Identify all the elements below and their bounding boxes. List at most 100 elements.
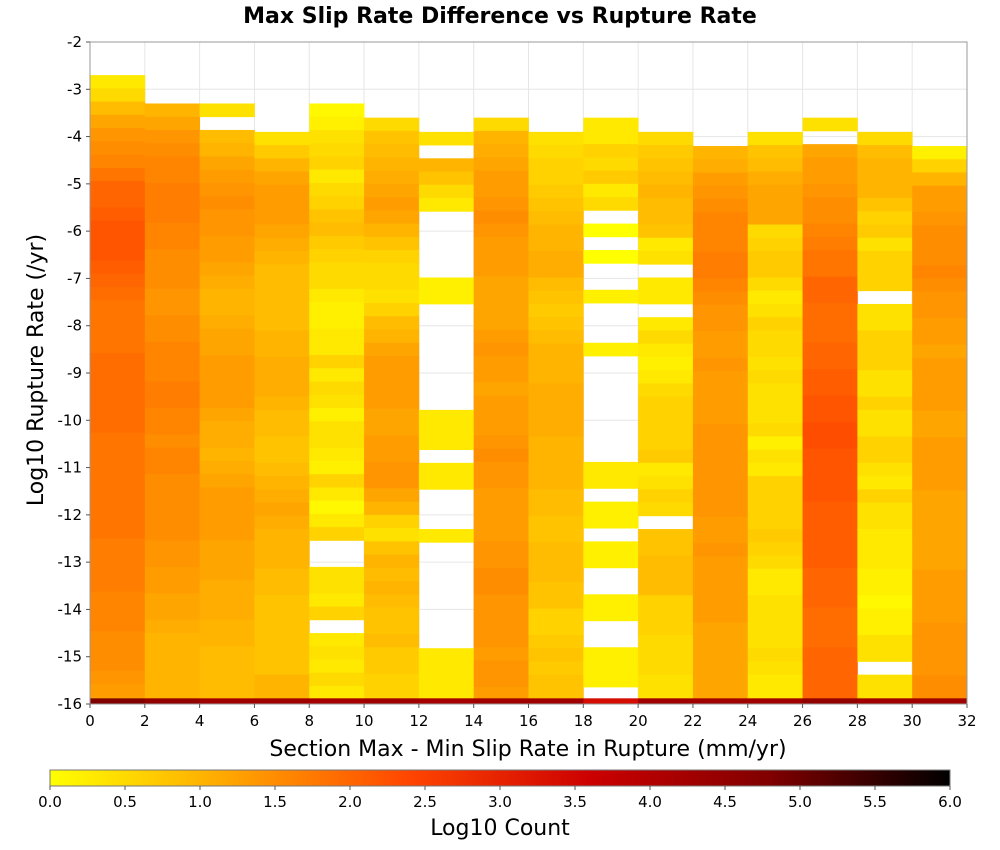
heatmap-cell [528, 145, 584, 159]
heatmap-cell [747, 476, 803, 490]
heatmap-cell [638, 687, 694, 699]
heatmap-cell [583, 170, 639, 185]
heatmap-cell [473, 250, 529, 264]
heatmap-cell [583, 501, 639, 516]
heatmap-cell [528, 158, 584, 172]
heatmap-cell [638, 356, 694, 371]
heatmap-cell [692, 212, 749, 226]
heatmap-cell [692, 635, 749, 650]
heatmap-cell [638, 582, 694, 596]
heatmap-cell [199, 606, 255, 621]
heatmap-cell [857, 634, 913, 649]
heatmap-cell [473, 686, 529, 699]
heatmap-cell [638, 330, 694, 345]
x-tick-label: 26 [793, 712, 812, 730]
heatmap-cell [90, 459, 146, 473]
heatmap-cell [199, 103, 255, 118]
heatmap-cell [309, 288, 365, 303]
x-tick-label: 4 [195, 712, 205, 730]
heatmap-cell [309, 328, 365, 343]
heatmap-cell [254, 145, 310, 159]
heatmap-cell [364, 157, 420, 172]
heatmap-cell [857, 529, 913, 543]
heatmap-cell [309, 381, 365, 396]
colorbar-tick-label: 4.5 [713, 793, 737, 811]
heatmap-cell [912, 397, 968, 412]
heatmap-cell [418, 198, 475, 212]
heatmap-cell [583, 461, 639, 476]
heatmap-cell [309, 606, 365, 621]
heatmap-cell [912, 304, 968, 319]
heatmap-cell [364, 488, 420, 503]
heatmap-cell [528, 674, 584, 689]
heatmap-cell [90, 445, 146, 460]
heatmap-cell [473, 567, 529, 582]
heatmap-cell [638, 317, 694, 331]
y-tick-label: -14 [58, 600, 83, 618]
heatmap-cell [583, 144, 639, 158]
heatmap-cell [309, 447, 365, 462]
heatmap-cell [364, 276, 420, 291]
heatmap-cell [364, 130, 420, 145]
heatmap-cell [583, 647, 639, 661]
heatmap-cell [692, 569, 749, 584]
heatmap-cell [528, 634, 584, 649]
heatmap-cell [912, 146, 968, 160]
heatmap-cell [638, 661, 694, 676]
heatmap-cell [857, 423, 913, 437]
heatmap-cell [199, 328, 255, 343]
heatmap-bottom-cell [418, 698, 475, 704]
heatmap-cell [857, 648, 913, 662]
heatmap-cell [912, 251, 968, 266]
heatmap-cell [583, 607, 639, 622]
heatmap-cell [802, 435, 858, 450]
heatmap-cell [90, 154, 146, 169]
heatmap-cell [912, 212, 968, 226]
heatmap-cell [144, 275, 201, 290]
heatmap-cell [802, 634, 858, 648]
heatmap-cell [473, 355, 529, 370]
heatmap-cell [309, 513, 365, 528]
heatmap-cell [912, 291, 968, 306]
heatmap-cell [254, 555, 310, 570]
heatmap-bottom-cell [473, 698, 529, 704]
heatmap-cell [254, 409, 310, 424]
heatmap-cell [473, 263, 529, 277]
heatmap-cell [364, 250, 420, 264]
heatmap-cell [747, 303, 803, 318]
heatmap-cell [473, 170, 529, 185]
heatmap-cell [309, 633, 365, 647]
heatmap-cell [747, 356, 803, 371]
heatmap-cell [309, 460, 365, 475]
heatmap-cell [418, 131, 475, 146]
heatmap-cell [802, 183, 858, 198]
heatmap-cell [638, 436, 694, 451]
heatmap-cell [90, 260, 146, 275]
heatmap-cell [90, 551, 146, 566]
y-axis-label: Log10 Rupture Rate (/yr) [24, 234, 49, 506]
heatmap-cell [473, 157, 529, 172]
heatmap-cell [199, 302, 255, 316]
heatmap-cell [418, 277, 475, 292]
heatmap-cell [747, 330, 803, 345]
heatmap-cell [747, 396, 803, 411]
heatmap-cell [747, 674, 803, 689]
heatmap-cell [583, 197, 639, 211]
heatmap-cell [528, 370, 584, 384]
heatmap-cell [254, 224, 310, 239]
heatmap-cell [364, 369, 420, 383]
heatmap-cell [473, 422, 529, 436]
heatmap-cell [473, 660, 529, 675]
heatmap-cell [144, 182, 201, 197]
heatmap-cell [309, 143, 365, 157]
heatmap-cell [802, 686, 858, 699]
x-tick-label: 14 [464, 712, 483, 730]
heatmap-cell [857, 317, 913, 331]
heatmap-cell [528, 489, 584, 503]
heatmap-cell [199, 447, 255, 462]
heatmap-cell [199, 487, 255, 502]
heatmap-cell [144, 407, 201, 422]
heatmap-cell [144, 249, 201, 263]
heatmap-cell [364, 210, 420, 224]
heatmap-cell [418, 423, 475, 437]
